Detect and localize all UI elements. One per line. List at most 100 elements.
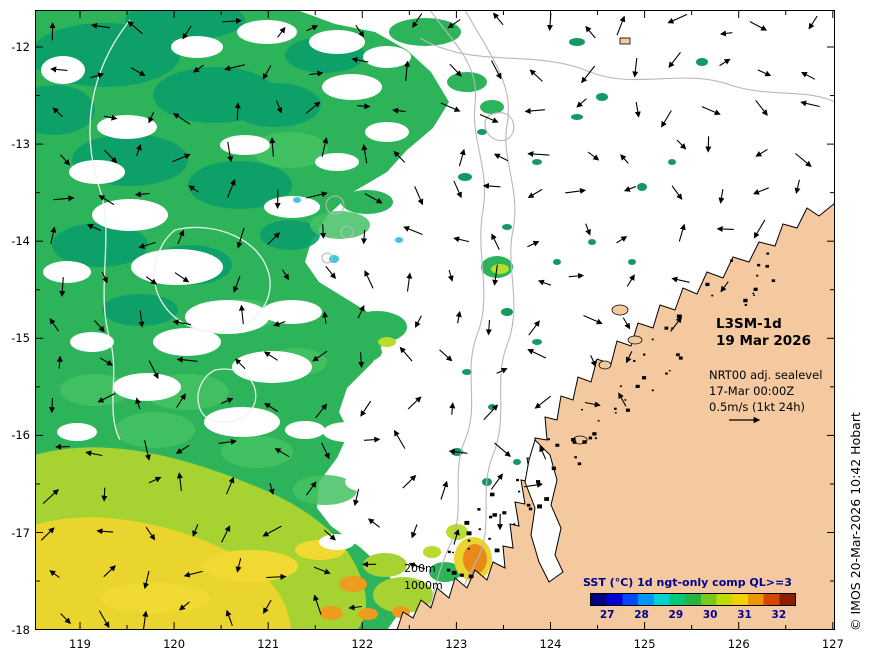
current-arrow <box>449 402 456 415</box>
contour-1000m-line <box>446 10 516 629</box>
island-speck <box>452 551 454 554</box>
x-axis-label: 122 <box>351 637 374 651</box>
current-arrow <box>632 58 639 78</box>
current-arrow <box>361 143 368 164</box>
current-arrow <box>101 271 108 284</box>
current-arrow <box>172 153 191 163</box>
current-arrow <box>148 476 162 484</box>
current-arrow <box>749 21 768 31</box>
current-arrow <box>399 346 413 362</box>
current-arrow <box>320 224 327 239</box>
current-arrow <box>527 349 547 359</box>
current-arrow <box>794 179 801 195</box>
y-axis-label: -14 <box>11 234 30 249</box>
current-arrow <box>537 279 552 286</box>
current-arrow <box>56 355 63 369</box>
current-arrow <box>523 481 544 488</box>
island-speck <box>467 547 470 550</box>
current-arrow <box>97 392 116 403</box>
current-arrow <box>135 397 141 410</box>
current-arrow <box>757 69 772 77</box>
current-arrow <box>225 476 235 495</box>
current-arrow <box>411 524 418 539</box>
current-arrow <box>175 444 190 454</box>
current-arrow <box>455 310 462 324</box>
current-arrow <box>176 356 198 363</box>
current-arrow <box>262 525 282 537</box>
current-arrow <box>492 264 499 286</box>
island-speck <box>574 456 577 459</box>
current-arrow <box>393 150 406 163</box>
current-arrow <box>234 102 241 121</box>
current-arrow <box>90 22 111 29</box>
current-arrow <box>49 397 56 414</box>
current-arrow <box>440 102 461 112</box>
island-speck <box>502 511 507 515</box>
current-arrow <box>453 236 470 243</box>
current-arrow <box>361 229 368 245</box>
current-arrow <box>306 191 328 199</box>
current-arrow <box>174 272 190 283</box>
current-arrow <box>86 224 102 232</box>
island-speck <box>668 370 671 372</box>
x-axis-label: 123 <box>445 637 468 651</box>
current-arrow <box>392 107 406 114</box>
current-arrow <box>323 529 336 541</box>
current-vector-arrows <box>40 12 820 630</box>
island-speck <box>447 550 451 554</box>
y-axis-label: -16 <box>11 428 30 443</box>
y-axis-label: -18 <box>11 622 30 637</box>
current-arrow <box>305 101 321 114</box>
island-speck <box>466 531 472 536</box>
x-axis-label: 126 <box>727 637 750 651</box>
island-speck <box>489 515 493 519</box>
current-arrow <box>618 392 627 407</box>
current-arrow <box>224 64 245 72</box>
current-arrow <box>494 442 511 457</box>
current-arrow <box>173 113 191 125</box>
island-speck <box>643 353 646 356</box>
current-arrow <box>134 191 150 198</box>
current-arrow <box>491 233 500 250</box>
current-arrow <box>668 51 681 68</box>
current-arrow <box>493 153 509 162</box>
current-arrow <box>482 183 501 190</box>
current-arrow <box>220 397 234 405</box>
current-arrow <box>439 349 453 362</box>
plot-frame <box>35 10 835 630</box>
current-arrow <box>670 316 682 332</box>
current-arrow <box>534 395 552 409</box>
current-arrow <box>52 107 63 118</box>
current-arrow <box>321 442 330 460</box>
current-arrow <box>40 527 55 541</box>
current-arrow <box>96 528 114 535</box>
current-arrow <box>238 304 245 325</box>
annotation-scale: 0.5m/s (1kt 24h) <box>709 400 806 414</box>
current-arrow <box>485 319 492 336</box>
current-arrow <box>491 60 502 80</box>
current-arrow <box>581 65 596 84</box>
current-arrow <box>142 610 149 630</box>
current-arrow <box>103 565 116 578</box>
island-speck <box>597 420 600 422</box>
current-arrow <box>145 526 156 541</box>
island-speck <box>459 573 464 577</box>
island-speck <box>551 466 556 471</box>
island-speck <box>771 279 776 282</box>
island-speck <box>516 478 519 482</box>
current-arrow <box>394 429 406 449</box>
island-speck <box>536 480 541 484</box>
current-arrow <box>622 317 631 330</box>
current-arrow <box>524 107 545 114</box>
current-arrow <box>315 403 328 419</box>
current-arrow <box>634 101 641 118</box>
product-title: L3SM-1d <box>716 316 782 332</box>
current-arrow <box>406 272 413 292</box>
current-arrow <box>227 141 234 163</box>
current-arrow <box>353 488 360 507</box>
current-arrow <box>98 195 115 206</box>
current-arrow <box>402 474 417 489</box>
current-arrow <box>568 272 585 279</box>
current-arrow <box>94 320 105 333</box>
colorbar-tick-label: 28 <box>634 609 649 621</box>
